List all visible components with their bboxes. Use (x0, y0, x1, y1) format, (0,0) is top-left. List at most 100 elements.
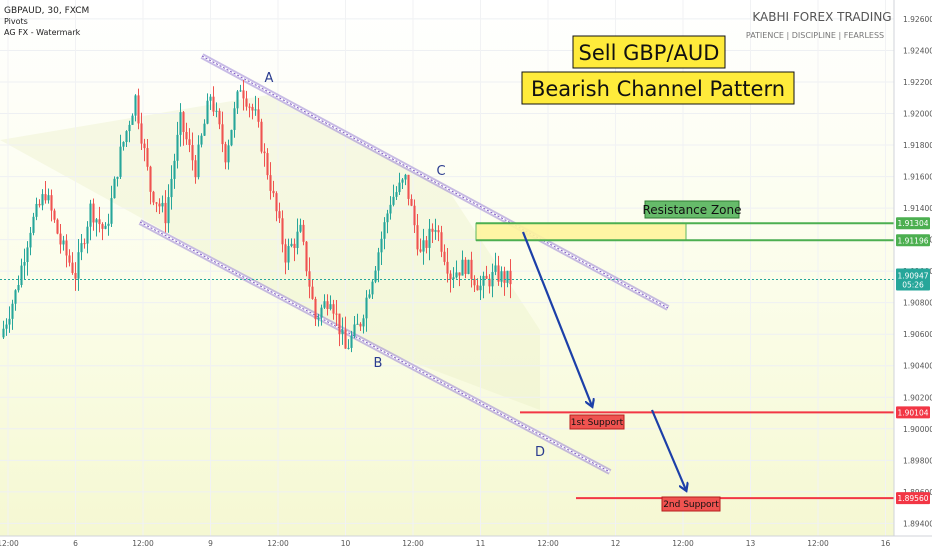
candle-body (344, 329, 347, 349)
candle-body (383, 222, 386, 239)
candle-body (191, 145, 194, 161)
candle-body (182, 112, 185, 132)
candle-body (341, 329, 344, 335)
price-tick-label: 1.92000 (903, 110, 932, 119)
price-tick-label: 1.90000 (903, 425, 932, 434)
candle-body (407, 174, 410, 199)
time-axis[interactable] (0, 536, 894, 550)
resistance-bottom-tag (896, 234, 930, 247)
candle-body (329, 304, 332, 309)
candle-body (215, 110, 218, 112)
candle-body (137, 95, 140, 124)
candle-body (326, 301, 329, 309)
candle-body (395, 192, 398, 197)
resistance-top-tag-text: 1.91304 (897, 219, 928, 228)
countdown-tag-text: 05:26 (902, 281, 924, 290)
price-tick-label: 1.90400 (903, 362, 932, 371)
candle-body (134, 95, 137, 116)
candle-body (242, 90, 245, 99)
svg-text:2nd Support: 2nd Support (663, 500, 719, 510)
candle-body (53, 210, 56, 220)
time-tick-label: 16 (881, 539, 891, 548)
candle-body (299, 224, 302, 232)
price-tick-label: 1.91600 (903, 173, 932, 182)
time-tick-label: 12:00 (537, 539, 559, 548)
candle-body (404, 174, 407, 180)
time-tick-label: 12:00 (132, 539, 154, 548)
candle-body (92, 203, 95, 223)
candle-body (44, 194, 47, 201)
candle-body (2, 328, 5, 338)
candle-body (410, 198, 413, 206)
candle-body (437, 230, 440, 233)
candle-body (164, 202, 167, 224)
time-tick-label: 12:00 (672, 539, 694, 548)
candle-body (296, 231, 299, 248)
candle-body (32, 216, 35, 233)
candle-body (413, 205, 416, 226)
candle-body (224, 144, 227, 163)
candle-body (107, 223, 110, 226)
time-tick-label: 9 (208, 539, 213, 548)
candle-body (200, 135, 203, 145)
candle-body (350, 336, 353, 348)
time-tick-label: 12:00 (0, 539, 19, 548)
candle-body (398, 182, 401, 193)
candle-body (206, 100, 209, 124)
candle-body (23, 262, 26, 266)
candle-body (119, 146, 122, 177)
projection-arrow-1 (521, 231, 592, 406)
resistance-zone-label: Resistance Zone (642, 200, 742, 219)
price-tick-label: 1.90800 (903, 299, 932, 308)
second-support-tag-text: 1.89560 (897, 494, 928, 503)
current-price-tag-text: 1.90947 (897, 272, 928, 281)
candle-body (446, 261, 449, 274)
candle-body (257, 109, 260, 122)
svg-text:Sell GBP/AUD: Sell GBP/AUD (579, 41, 720, 65)
candle-body (281, 218, 284, 245)
candle-body (62, 240, 65, 245)
candle-body (143, 143, 146, 149)
price-tick-label: 1.92600 (903, 15, 932, 24)
candle-body (5, 324, 8, 329)
candle-body (353, 324, 356, 337)
candle-body (293, 243, 296, 248)
candle-body (77, 252, 80, 279)
symbol-title[interactable]: GBPAUD, 30, FXCM (4, 6, 89, 16)
candle-body (389, 204, 392, 214)
indicator-watermark[interactable]: AG FX - Watermark (4, 28, 81, 37)
candle-body (497, 265, 500, 282)
resistance-zone[interactable] (475, 222, 687, 241)
candle-body (386, 213, 389, 223)
second-support-label: 2nd Support (661, 496, 721, 512)
candle-body (221, 124, 224, 145)
candle-body (251, 106, 254, 111)
candle-body (248, 106, 251, 108)
candle-body (20, 265, 23, 285)
candle-body (476, 285, 479, 291)
candle-body (263, 151, 266, 154)
headline-pattern: Bearish Channel Pattern (521, 71, 795, 105)
candle-body (245, 98, 248, 107)
svg-text:Bearish Channel Pattern: Bearish Channel Pattern (531, 77, 785, 101)
candle-body (323, 301, 326, 308)
candle-body (233, 108, 236, 130)
candle-body (290, 243, 293, 247)
candle-body (122, 141, 125, 147)
candle-body (227, 145, 230, 163)
price-tick-label: 1.89800 (903, 456, 932, 465)
candle-body (359, 323, 362, 327)
candle-body (365, 297, 368, 319)
candle-body (419, 249, 422, 252)
second-support-tag (896, 492, 930, 505)
resistance-bottom-tag-text: 1.91196 (897, 236, 928, 245)
time-tick-label: 13 (746, 539, 756, 548)
candle-body (11, 303, 14, 319)
resistance-top-tag (896, 217, 930, 230)
candle-body (368, 294, 371, 298)
candle-body (272, 190, 275, 194)
indicator-pivots[interactable]: Pivots (4, 17, 28, 26)
candle-body (128, 124, 131, 132)
